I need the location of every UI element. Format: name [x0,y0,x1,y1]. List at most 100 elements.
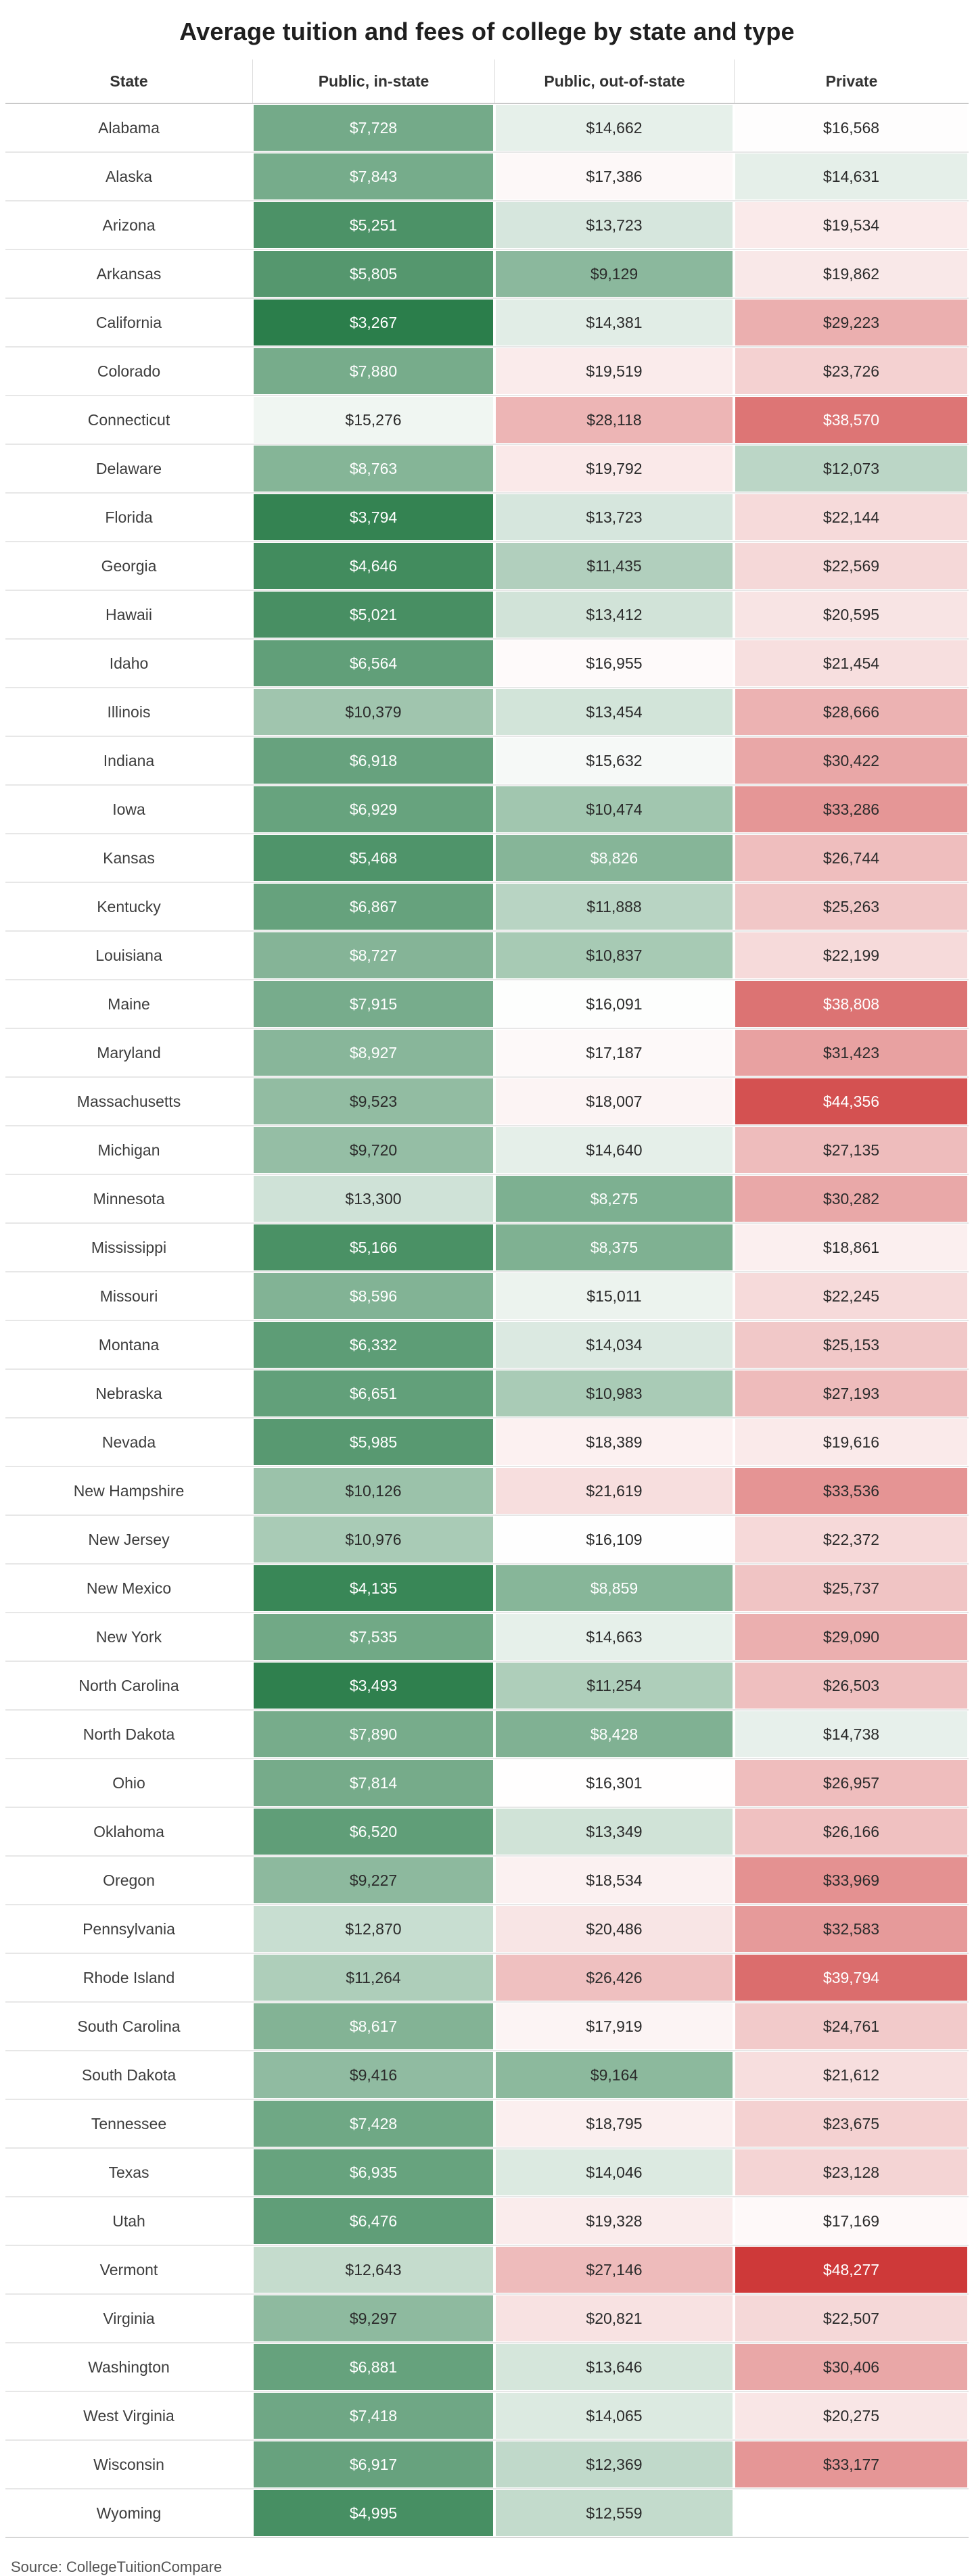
tuition-value-cell: $22,245 [735,1273,967,1319]
state-name: North Dakota [83,1725,175,1743]
column-header-private: Private [734,59,969,103]
table-row: Colorado $7,880 $19,519 $23,726 [5,348,969,396]
tuition-value-cell: $13,646 [496,2344,733,2390]
tuition-value-cell: $23,128 [735,2149,967,2195]
tuition-value-cell: $4,646 [254,543,493,589]
tuition-value-cell: $11,254 [496,1663,733,1709]
tuition-value-cell: $8,617 [254,2003,493,2049]
table-row: Oregon $9,227 $18,534 $33,969 [5,1857,969,1905]
state-name: North Carolina [78,1676,179,1694]
state-name: Missouri [99,1287,158,1305]
table-row: Georgia $4,646 $11,435 $22,569 [5,542,969,591]
tuition-value-cell: $20,595 [735,592,967,638]
state-name: Rhode Island [83,1968,175,1986]
tuition-value-cell: $38,808 [735,981,967,1027]
tuition-value-cell: $20,275 [735,2393,967,2439]
tuition-value-cell: $8,428 [496,1711,733,1757]
state-name: Nevada [101,1433,156,1451]
tuition-value-cell: $13,723 [496,202,733,248]
tuition-value-cell [735,2490,967,2536]
tuition-value-cell: $16,955 [496,640,733,686]
table-row: Oklahoma $6,520 $13,349 $26,166 [5,1808,969,1857]
state-name: Florida [105,508,153,526]
tuition-value-cell: $6,520 [254,1809,493,1855]
tuition-value-cell: $10,983 [496,1370,733,1416]
state-name: Vermont [99,2260,158,2279]
tuition-value-cell: $6,918 [254,738,493,784]
tuition-value-cell: $9,227 [254,1857,493,1903]
table-row: Arizona $5,251 $13,723 $19,534 [5,201,969,250]
tuition-value-cell: $3,794 [254,494,493,540]
tuition-value-cell: $9,523 [254,1078,493,1124]
tuition-table: State Public, in-state Public, out-of-st… [5,59,969,2538]
state-name: Indiana [103,751,155,769]
state-name: New Mexico [86,1579,172,1597]
tuition-value-cell: $5,021 [254,592,493,638]
table-row: Alabama $7,728 $14,662 $16,568 [5,104,969,153]
tuition-value-cell: $17,386 [496,153,733,199]
table-row: New Hampshire $10,126 $21,619 $33,536 [5,1467,969,1516]
state-name: Massachusetts [76,1092,181,1110]
tuition-value-cell: $6,929 [254,786,493,832]
tuition-value-cell: $11,888 [496,884,733,930]
tuition-value-cell: $22,144 [735,494,967,540]
tuition-value-cell: $18,534 [496,1857,733,1903]
tuition-value-cell: $21,619 [496,1468,733,1514]
tuition-value-cell: $19,519 [496,348,733,394]
tuition-value-cell: $9,164 [496,2052,733,2098]
state-name: New Hampshire [73,1481,185,1500]
tuition-value-cell: $26,503 [735,1663,967,1709]
state-name: Maine [108,995,150,1013]
tuition-value-cell: $13,454 [496,689,733,735]
tuition-value-cell: $33,177 [735,2441,967,2487]
tuition-value-cell: $6,332 [254,1322,493,1368]
tuition-value-cell: $14,381 [496,300,733,345]
tuition-value-cell: $16,091 [496,981,733,1027]
tuition-value-cell: $7,890 [254,1711,493,1757]
state-name: New York [95,1627,162,1646]
state-name: Mississippi [91,1238,167,1256]
tuition-value-cell: $18,389 [496,1419,733,1465]
tuition-value-cell: $10,379 [254,689,493,735]
tuition-value-cell: $13,412 [496,592,733,638]
tuition-value-cell: $16,109 [496,1517,733,1563]
state-name: West Virginia [83,2406,175,2425]
state-name: Wyoming [96,2504,162,2522]
tuition-value-cell: $29,090 [735,1614,967,1660]
column-header-state: State [110,72,148,90]
table-row: South Carolina $8,617 $17,919 $24,761 [5,2003,969,2051]
tuition-value-cell: $25,153 [735,1322,967,1368]
table-row: Missouri $8,596 $15,011 $22,245 [5,1272,969,1321]
table-row: Arkansas $5,805 $9,129 $19,862 [5,250,969,299]
table-row: West Virginia $7,418 $14,065 $20,275 [5,2392,969,2441]
tuition-value-cell: $24,761 [735,2003,967,2049]
tuition-value-cell: $5,251 [254,202,493,248]
table-row: Maryland $8,927 $17,187 $31,423 [5,1029,969,1078]
tuition-value-cell: $22,569 [735,543,967,589]
tuition-value-cell: $27,146 [496,2247,733,2293]
table-row: New Jersey $10,976 $16,109 $22,372 [5,1516,969,1565]
tuition-value-cell: $15,632 [496,738,733,784]
state-name: New Jersey [88,1530,170,1548]
tuition-value-cell: $10,474 [496,786,733,832]
table-row: Alaska $7,843 $17,386 $14,631 [5,153,969,201]
table-row: North Carolina $3,493 $11,254 $26,503 [5,1662,969,1711]
state-name: Colorado [97,362,161,380]
table-row: Louisiana $8,727 $10,837 $22,199 [5,932,969,980]
tuition-value-cell: $9,720 [254,1127,493,1173]
tuition-value-cell: $5,985 [254,1419,493,1465]
state-name: Kentucky [97,897,161,915]
tuition-value-cell: $7,728 [254,105,493,151]
tuition-value-cell: $18,007 [496,1078,733,1124]
tuition-value-cell: $6,564 [254,640,493,686]
tuition-value-cell: $7,915 [254,981,493,1027]
tuition-value-cell: $8,859 [496,1565,733,1611]
column-header-public-in-state: Public, in-state [252,59,494,103]
tuition-value-cell: $19,328 [496,2198,733,2244]
tuition-value-cell: $8,596 [254,1273,493,1319]
tuition-value-cell: $13,723 [496,494,733,540]
tuition-value-cell: $8,375 [496,1224,733,1270]
table-row: Ohio $7,814 $16,301 $26,957 [5,1759,969,1808]
state-name: Minnesota [93,1189,165,1208]
table-row: California $3,267 $14,381 $29,223 [5,299,969,348]
